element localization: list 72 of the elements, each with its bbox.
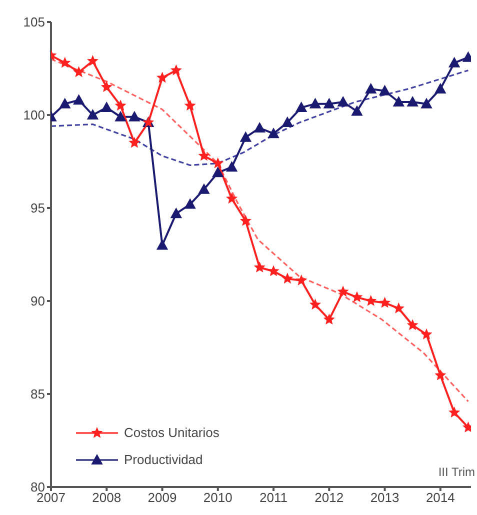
point xyxy=(366,296,376,306)
point xyxy=(171,64,182,75)
point xyxy=(254,262,265,272)
point xyxy=(324,314,334,324)
y-tick-label: 100 xyxy=(23,108,45,123)
point xyxy=(59,98,70,108)
point xyxy=(310,98,321,108)
annotation: III Trim xyxy=(438,465,475,479)
point xyxy=(240,216,251,226)
legend-label: Productividad xyxy=(124,452,203,467)
point xyxy=(115,111,126,122)
point xyxy=(254,122,266,133)
point xyxy=(296,102,307,112)
point xyxy=(282,273,293,284)
y-tick-label: 105 xyxy=(23,14,45,30)
point xyxy=(379,85,390,96)
point xyxy=(351,106,362,116)
point xyxy=(198,184,210,194)
point xyxy=(170,208,182,218)
x-tick-label: 2012 xyxy=(314,490,344,506)
point xyxy=(449,407,460,418)
point xyxy=(393,96,404,106)
point xyxy=(240,132,252,142)
point xyxy=(115,100,126,110)
point xyxy=(352,292,362,302)
point xyxy=(74,66,84,77)
point xyxy=(73,94,84,105)
point xyxy=(156,240,168,250)
point xyxy=(184,100,196,110)
x-tick-label: 2011 xyxy=(260,490,288,506)
point xyxy=(448,57,460,68)
point xyxy=(421,329,432,339)
point xyxy=(407,96,418,106)
point xyxy=(296,275,306,285)
point xyxy=(226,193,237,204)
point xyxy=(310,299,320,310)
point xyxy=(434,83,446,94)
point xyxy=(268,266,279,276)
y-tick-label: 95 xyxy=(30,200,45,216)
point xyxy=(282,116,293,127)
x-tick-label: 2007 xyxy=(36,490,66,506)
point xyxy=(226,162,238,172)
x-tick-label: 2013 xyxy=(370,490,400,506)
point xyxy=(380,297,390,308)
point xyxy=(338,286,348,296)
point xyxy=(101,82,112,92)
point xyxy=(157,72,168,82)
point xyxy=(268,128,280,138)
point xyxy=(101,102,112,112)
point xyxy=(435,370,446,380)
x-tick-label: 2009 xyxy=(148,490,177,506)
point xyxy=(129,138,140,148)
point xyxy=(184,198,196,209)
y-tick-label: 90 xyxy=(30,294,45,309)
point xyxy=(338,96,349,106)
point xyxy=(87,110,98,120)
point xyxy=(212,158,224,168)
point xyxy=(60,58,70,68)
point xyxy=(365,83,376,94)
point xyxy=(420,98,432,108)
x-tick-label: 2008 xyxy=(92,490,122,506)
y-tick-label: 85 xyxy=(30,386,45,402)
point xyxy=(88,56,98,66)
point xyxy=(212,167,224,178)
point xyxy=(407,320,418,330)
point xyxy=(324,98,335,108)
legend-label: Costos Unitarios xyxy=(124,425,220,440)
x-tick-label: 2010 xyxy=(203,490,232,506)
point xyxy=(128,111,140,122)
x-tick-label: 2014 xyxy=(426,490,455,506)
point xyxy=(198,150,210,160)
point xyxy=(394,303,404,313)
